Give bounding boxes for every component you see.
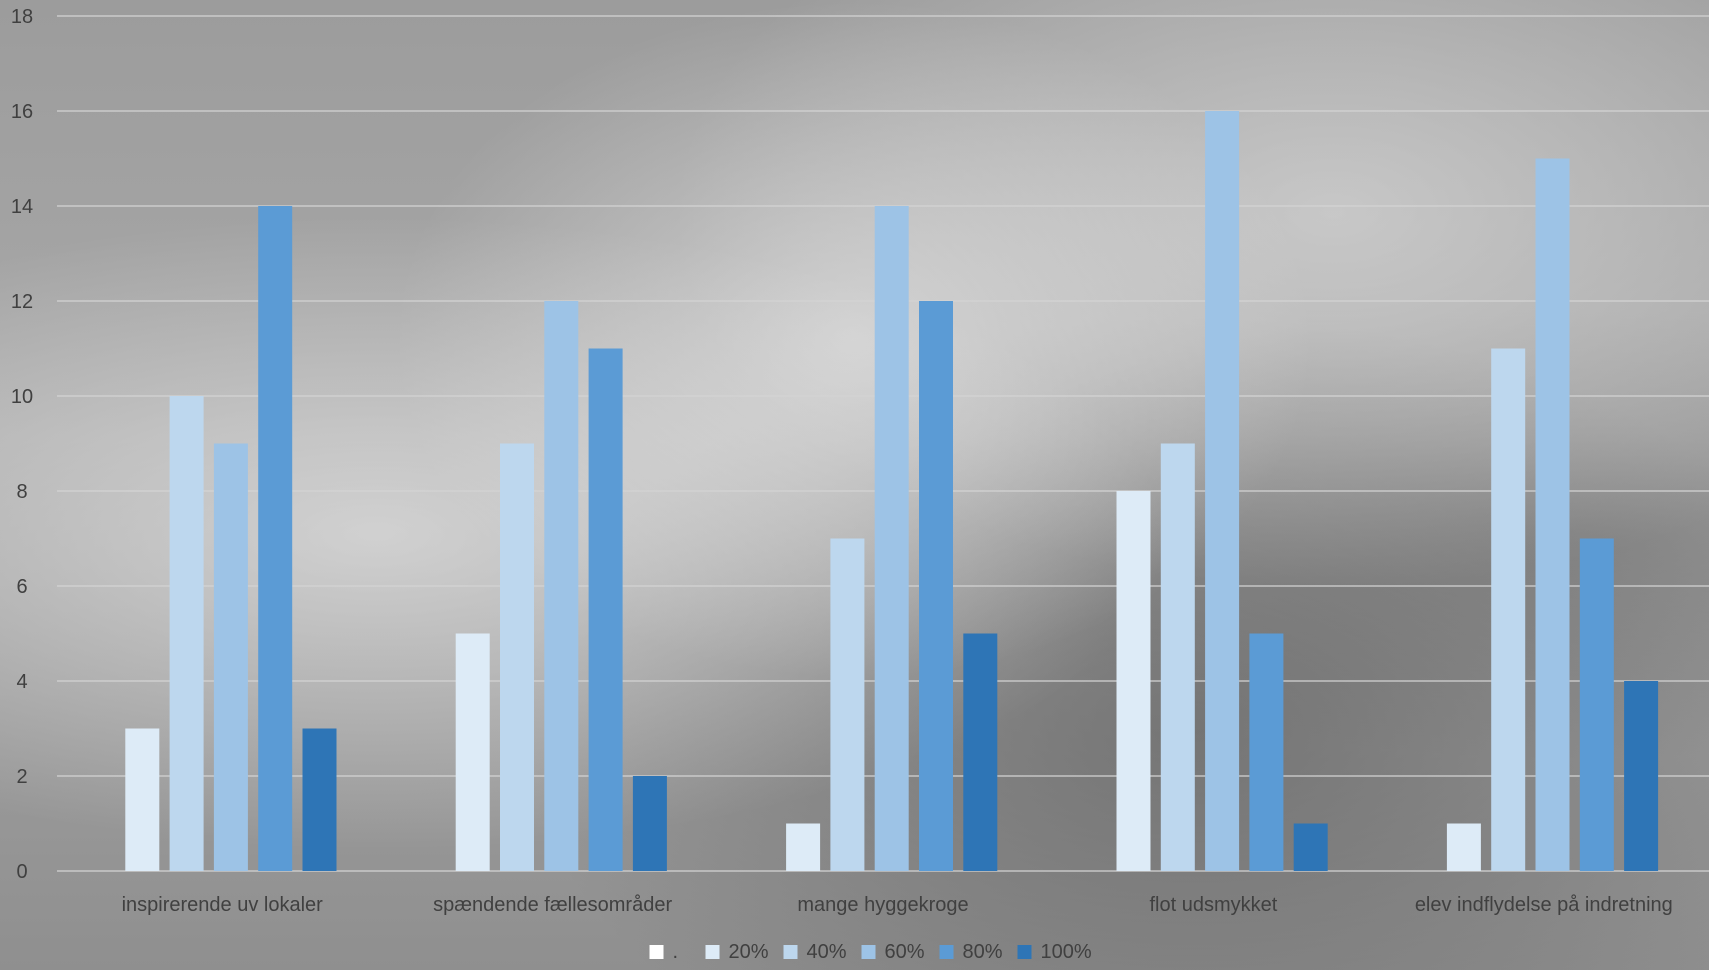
bar	[1249, 633, 1284, 871]
y-tick-label: 14	[11, 196, 33, 218]
x-category-label: mange hyggekroge	[797, 894, 968, 916]
bar	[1446, 823, 1481, 871]
legend-label: 80%	[963, 941, 1003, 963]
legend-label: .	[673, 941, 679, 963]
bar	[213, 443, 248, 871]
y-axis-tick-labels: 0 2 4 6 8 10 12 14 16 18	[11, 6, 33, 883]
bar	[302, 728, 337, 871]
legend: . 20% 40% 60% 80% 100%	[649, 941, 1092, 963]
x-category-label: elev indflydelse på indretning	[1415, 894, 1673, 916]
legend-swatch	[705, 945, 720, 959]
bar	[919, 301, 953, 871]
bar	[1491, 348, 1526, 871]
bar	[830, 538, 865, 871]
bar	[125, 728, 160, 871]
x-category-label: spændende fællesområder	[433, 894, 672, 916]
bar	[1579, 538, 1614, 871]
legend-swatch	[939, 945, 954, 959]
legend-label: 40%	[807, 941, 847, 963]
bar	[632, 776, 667, 871]
y-tick-label: 0	[16, 861, 27, 883]
legend-swatch	[861, 945, 876, 959]
bar	[588, 348, 623, 871]
bar	[1624, 681, 1659, 871]
y-tick-label: 2	[16, 766, 27, 788]
y-tick-label: 6	[16, 576, 27, 598]
bar	[544, 301, 579, 871]
bar	[258, 206, 293, 871]
bars	[125, 111, 1659, 871]
y-tick-label: 10	[11, 386, 33, 408]
bar	[1116, 491, 1151, 871]
bar	[1535, 158, 1570, 871]
legend-label: 100%	[1041, 941, 1092, 963]
bar	[786, 823, 821, 871]
legend-swatch	[649, 945, 664, 959]
bar	[874, 206, 909, 871]
y-tick-label: 16	[11, 101, 33, 123]
legend-swatch	[783, 945, 798, 959]
y-tick-label: 18	[11, 6, 33, 28]
legend-label: 60%	[885, 941, 925, 963]
bar	[1293, 823, 1328, 871]
bar	[455, 633, 490, 871]
legend-label: 20%	[729, 941, 769, 963]
bar	[1205, 111, 1240, 871]
bar	[963, 633, 998, 871]
bar	[500, 443, 534, 871]
bar	[169, 396, 204, 871]
y-tick-label: 4	[16, 671, 27, 693]
y-tick-label: 8	[16, 481, 27, 503]
x-axis-category-labels: inspirerende uv lokaler spændende fælleso…	[122, 894, 1673, 916]
bar	[1160, 443, 1195, 871]
legend-swatch	[1017, 945, 1032, 959]
x-category-label: flot udsmykket	[1149, 894, 1277, 916]
x-category-label: inspirerende uv lokaler	[122, 894, 324, 916]
y-tick-label: 12	[11, 291, 33, 313]
